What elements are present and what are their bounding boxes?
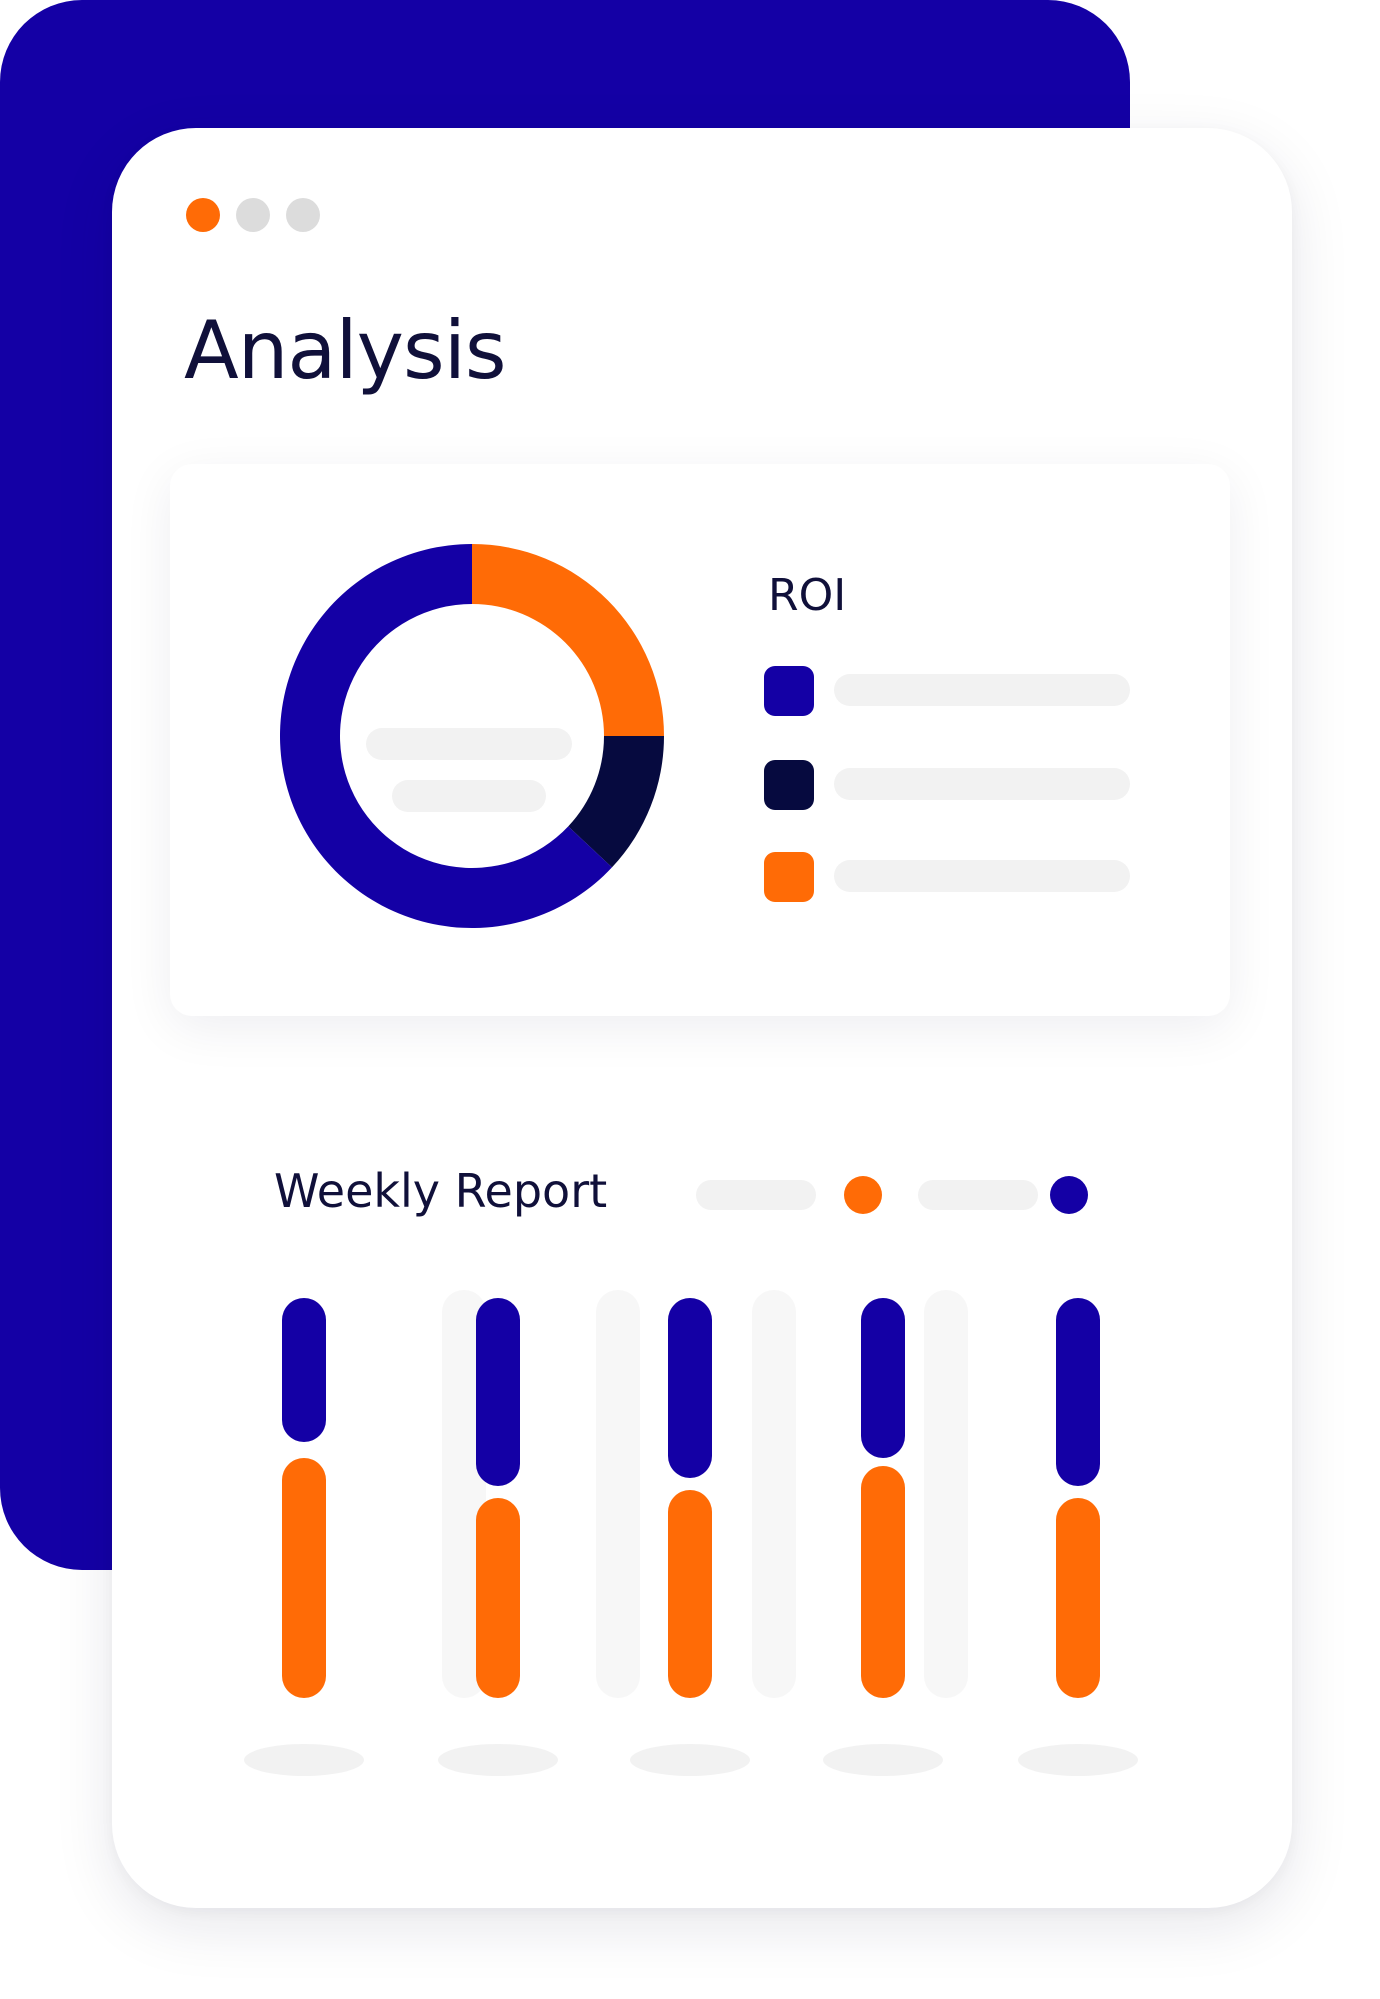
analysis-window: Analysis ROI Weekly Report — [112, 128, 1292, 1908]
x-axis-label-placeholder — [244, 1744, 364, 1776]
x-axis-label-placeholder — [1018, 1744, 1138, 1776]
bar-orange — [668, 1490, 712, 1698]
window-dot-orange[interactable] — [186, 198, 220, 232]
x-axis-label-placeholder — [823, 1744, 943, 1776]
donut-center-placeholder — [366, 728, 572, 760]
bar-track — [924, 1290, 968, 1698]
legend-label-placeholder — [834, 674, 1130, 706]
bar-blue — [861, 1298, 905, 1458]
bar-orange — [282, 1458, 326, 1698]
roi-donut-chart — [280, 544, 664, 928]
legend-swatch-orange — [764, 852, 814, 902]
bar-blue — [1056, 1298, 1100, 1486]
page-title: Analysis — [184, 304, 507, 397]
donut-slice-blue — [280, 544, 612, 928]
weekly-bar-chart — [244, 1290, 1138, 1776]
donut-slice-navy — [568, 736, 664, 868]
legend-swatch-navy — [764, 760, 814, 810]
bar-blue — [476, 1298, 520, 1486]
bar-orange — [1056, 1498, 1100, 1698]
bar-blue — [668, 1298, 712, 1478]
weekly-legend-blue-dot — [1050, 1176, 1088, 1214]
weekly-legend-placeholder — [918, 1180, 1038, 1210]
roi-card: ROI — [170, 464, 1230, 1016]
legend-swatch-blue — [764, 666, 814, 716]
donut-center-placeholder — [392, 780, 546, 812]
donut-slice-orange — [472, 544, 664, 736]
weekly-report-title: Weekly Report — [274, 1164, 608, 1218]
bar-orange — [476, 1498, 520, 1698]
roi-title: ROI — [768, 570, 847, 621]
weekly-legend-placeholder — [696, 1180, 816, 1210]
legend-label-placeholder — [834, 768, 1130, 800]
legend-label-placeholder — [834, 860, 1130, 892]
x-axis-label-placeholder — [630, 1744, 750, 1776]
bar-blue — [282, 1298, 326, 1442]
window-dot-gray[interactable] — [286, 198, 320, 232]
window-dot-gray[interactable] — [236, 198, 270, 232]
x-axis-label-placeholder — [438, 1744, 558, 1776]
bar-track — [752, 1290, 796, 1698]
bar-track — [596, 1290, 640, 1698]
weekly-legend-orange-dot — [844, 1176, 882, 1214]
bar-orange — [861, 1466, 905, 1698]
bar-track — [442, 1290, 486, 1698]
